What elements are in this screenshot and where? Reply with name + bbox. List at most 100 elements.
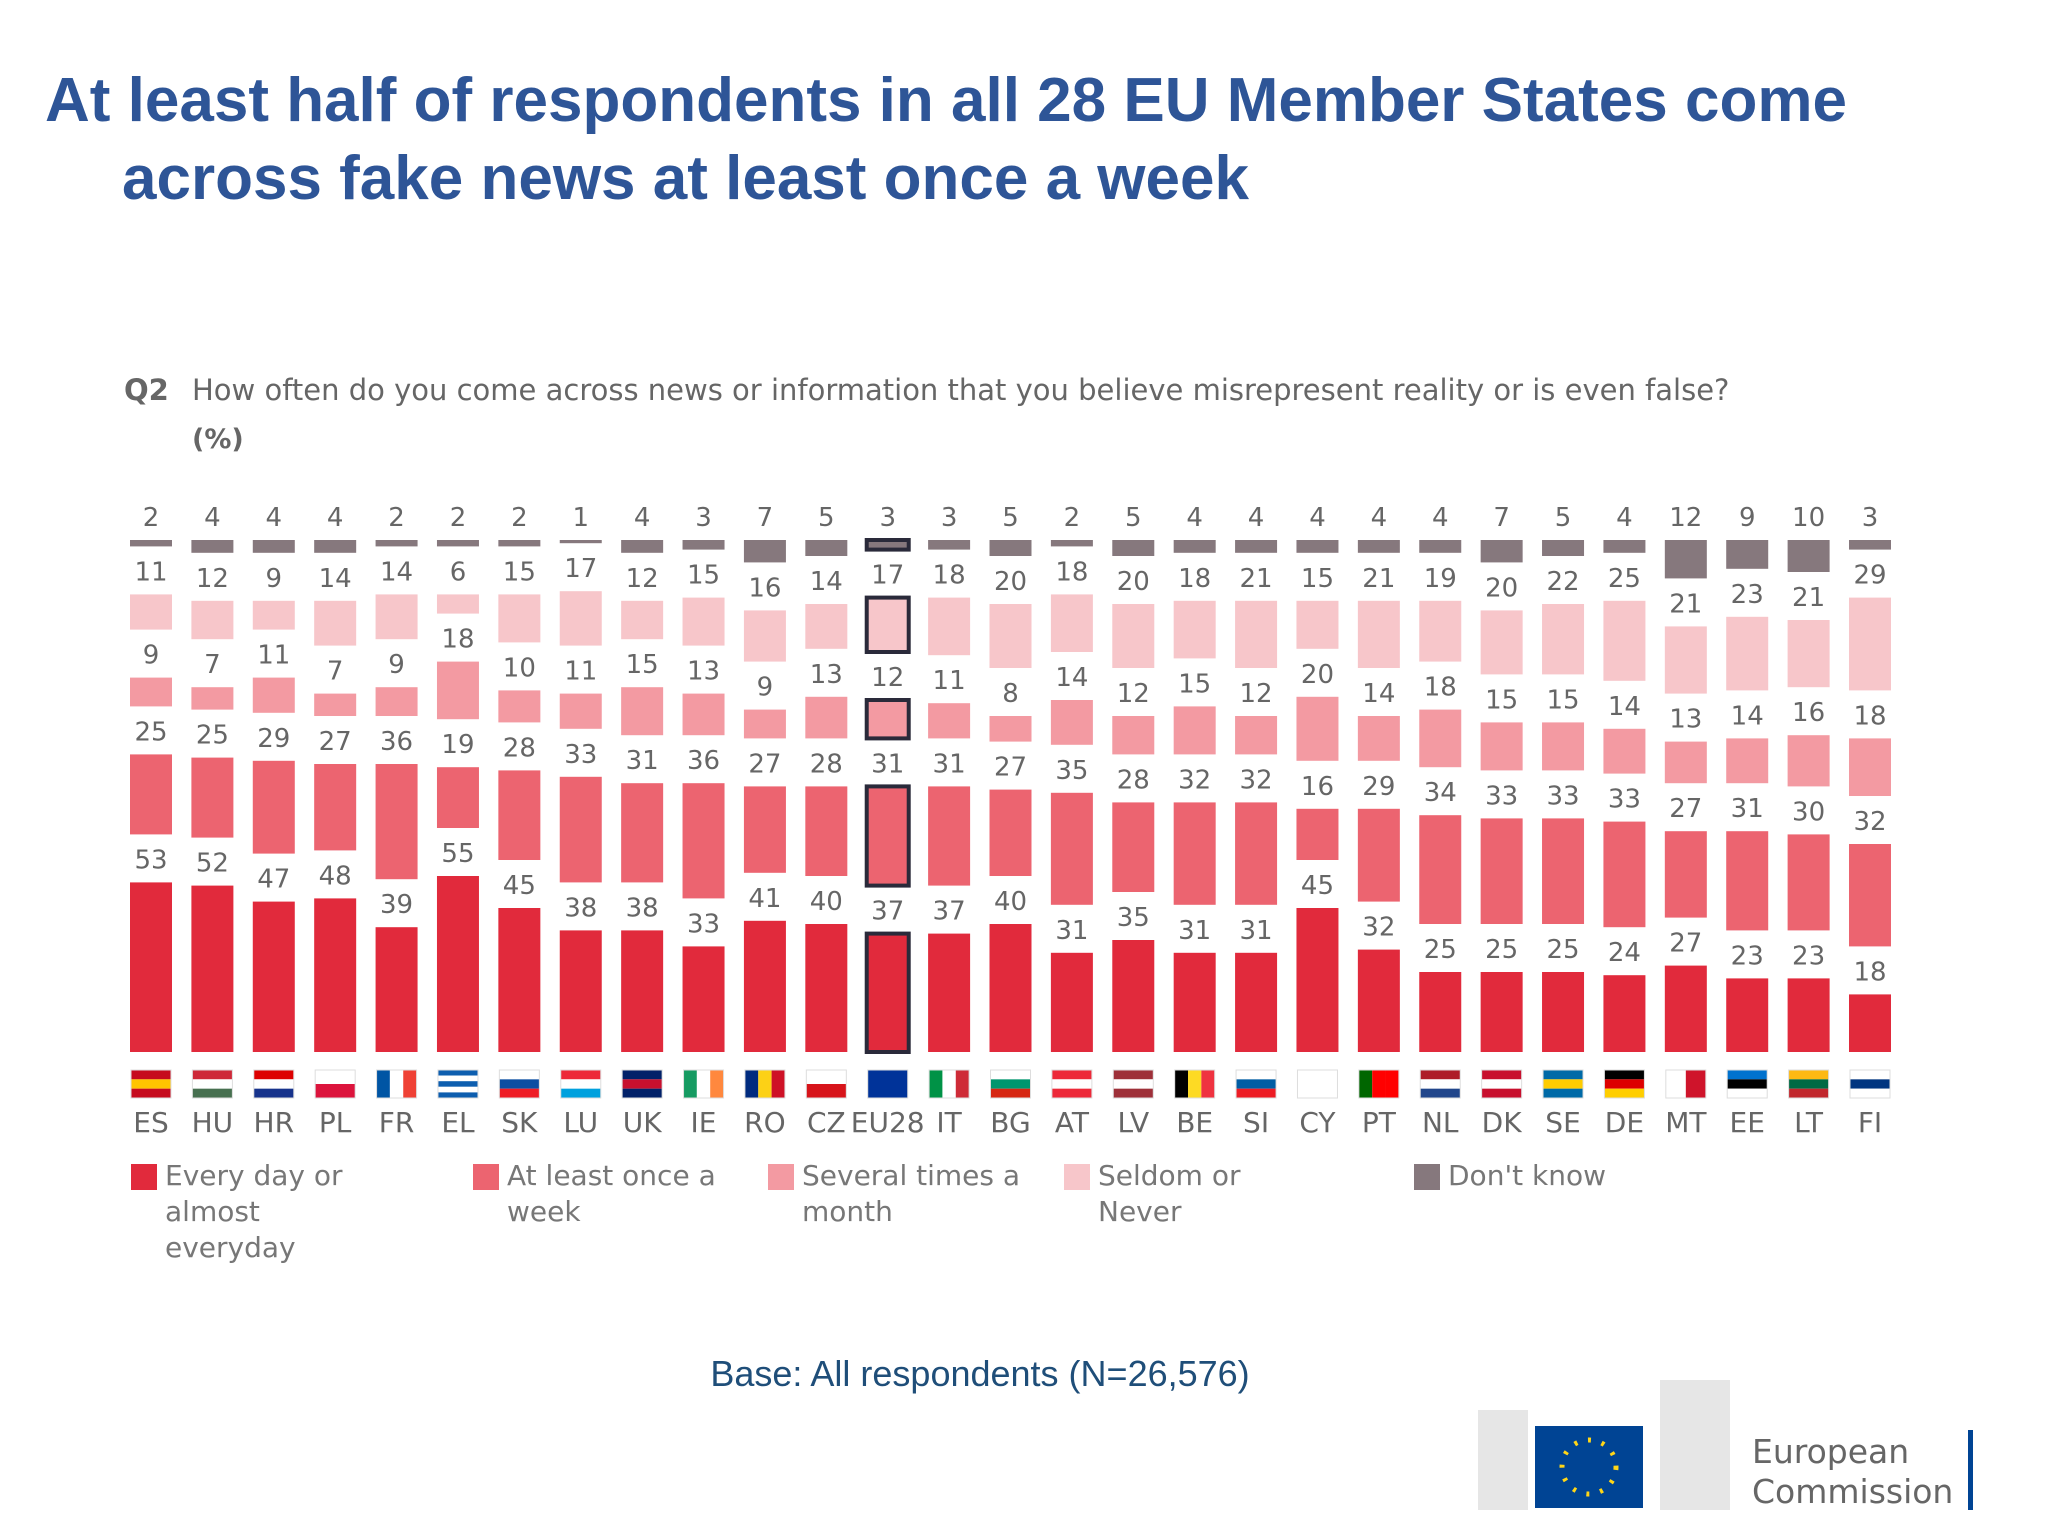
- x-tick-label: LT: [1794, 1106, 1824, 1139]
- flag-stripe: [990, 1079, 1031, 1089]
- flag-stripe: [1788, 1079, 1829, 1089]
- bar-segment: [989, 924, 1032, 1052]
- bar-segment: [743, 786, 786, 873]
- flag-stripe: [990, 1088, 1031, 1098]
- flag-stripe: [771, 1070, 785, 1098]
- bar-segment: [252, 540, 295, 553]
- bar-segment: [1235, 600, 1278, 668]
- bar-segment: [682, 946, 725, 1052]
- flag-stripe: [1604, 1079, 1645, 1089]
- flag-stripe: [929, 1070, 943, 1098]
- bar-segment: [191, 885, 234, 1052]
- question: How often do you come across news or inf…: [192, 373, 1729, 407]
- value-label: 27: [1669, 929, 1702, 959]
- flag-border: [253, 1069, 295, 1099]
- bar-segment: [436, 876, 479, 1052]
- value-label: 15: [1546, 685, 1579, 715]
- value-label: 7: [757, 503, 774, 533]
- value-label: 3: [879, 503, 896, 533]
- value-label: 18: [933, 561, 966, 591]
- value-label: 16: [1301, 772, 1334, 802]
- flag: [805, 1069, 847, 1099]
- bar-segment: [1112, 716, 1155, 755]
- bar-segment: [559, 693, 602, 729]
- flag-border: [1112, 1069, 1154, 1099]
- bar-segment: [1050, 594, 1093, 652]
- value-label: 20: [1485, 573, 1518, 603]
- value-label: 31: [1240, 916, 1273, 946]
- bar-segment: [1235, 716, 1278, 755]
- value-label: 8: [1002, 679, 1019, 709]
- flag-stripe: [1051, 1088, 1092, 1098]
- bar-segment: [375, 594, 418, 640]
- value-label: 4: [1186, 503, 1203, 533]
- x-tick-label: CY: [1299, 1106, 1336, 1139]
- bar-segment: [1726, 831, 1769, 931]
- flag-stripe: [560, 1079, 601, 1089]
- bar-segment: [1112, 802, 1155, 892]
- page-title: At least half of respondents in all 28 E…: [45, 66, 1847, 213]
- value-label: 13: [810, 660, 843, 690]
- flag-stripe: [1051, 1079, 1092, 1089]
- x-tick-label: HU: [192, 1106, 234, 1139]
- flag-stripe: [758, 1070, 772, 1098]
- value-label: 40: [994, 887, 1027, 917]
- flag-border: [928, 1069, 970, 1099]
- value-label: 27: [319, 727, 352, 757]
- bar-segment: [191, 600, 234, 640]
- x-tick-label: IT: [936, 1106, 962, 1139]
- value-label: 2: [450, 503, 467, 533]
- flag-stripe: [1543, 1070, 1584, 1080]
- bar-segment: [1542, 604, 1585, 675]
- bar-segment: [1235, 952, 1278, 1052]
- bar-segment: [559, 776, 602, 883]
- flag-stripe: [806, 1084, 847, 1098]
- bar-segment: [682, 540, 725, 550]
- bar-segment: [1050, 540, 1093, 547]
- bar-segment: [1787, 978, 1830, 1052]
- bar-segment: [1480, 972, 1523, 1052]
- bar-segment: [1050, 952, 1093, 1052]
- flag-stripe: [1604, 1070, 1645, 1080]
- value-label: 12: [871, 663, 904, 693]
- bar-segment: [1050, 792, 1093, 905]
- value-label: 17: [564, 554, 597, 584]
- legend-swatch: [1064, 1164, 1090, 1190]
- bar-segment: [252, 901, 295, 1052]
- flag-border: [683, 1069, 725, 1099]
- bar-segment: [252, 600, 295, 630]
- x-tick-label: SE: [1545, 1106, 1580, 1139]
- bar-segment: [252, 677, 295, 713]
- flag-border: [1481, 1069, 1523, 1099]
- value-label: 9: [388, 650, 405, 680]
- value-label: 7: [1493, 503, 1510, 533]
- x-tick-label: EE: [1730, 1106, 1765, 1139]
- bar-segment: [314, 764, 357, 851]
- bar-segment: [989, 716, 1032, 742]
- value-label: 12: [1117, 679, 1150, 709]
- value-label: 25: [1608, 564, 1641, 594]
- flag-border: [498, 1069, 540, 1099]
- bar-segment: [864, 784, 911, 888]
- flag: [130, 1069, 172, 1099]
- flag: [1296, 1069, 1338, 1099]
- x-tick-label: EL: [441, 1106, 475, 1139]
- bar-segment: [1419, 600, 1462, 662]
- x-tick-label: MT: [1665, 1106, 1707, 1139]
- flag-stripe: [1788, 1088, 1829, 1098]
- value-label: 3: [941, 503, 958, 533]
- bar-segment: [805, 540, 848, 556]
- flag-stripe: [1727, 1088, 1768, 1098]
- value-label: 2: [388, 503, 405, 533]
- bar-segment: [621, 783, 664, 883]
- x-tick-label: SK: [501, 1106, 538, 1139]
- bar-segment: [559, 591, 602, 646]
- value-label: 18: [1853, 701, 1886, 731]
- value-label: 4: [1371, 503, 1388, 533]
- value-label: 32: [1853, 807, 1886, 837]
- bar-segment: [375, 540, 418, 547]
- bar-segment: [1419, 972, 1462, 1052]
- value-label: 18: [1178, 564, 1211, 594]
- value-label: 35: [1055, 756, 1088, 786]
- value-label: 15: [687, 561, 720, 591]
